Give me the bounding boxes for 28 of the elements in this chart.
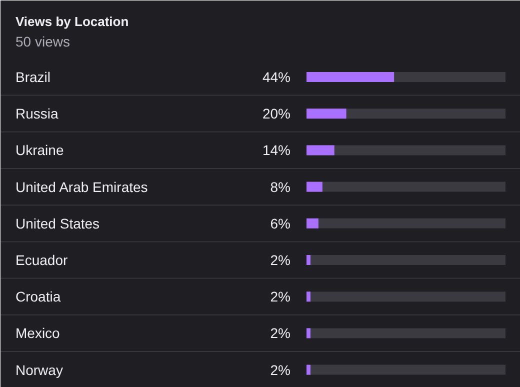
y-tick-label: Mexico <box>16 325 60 342</box>
bar <box>306 364 310 375</box>
y-tick-label: Brazil <box>16 69 51 85</box>
data-label: 2% <box>270 325 290 342</box>
data-label: 2% <box>270 252 290 268</box>
data-label: 44% <box>262 69 291 85</box>
text: Views by Location <box>16 14 129 29</box>
bar <box>306 218 318 228</box>
bar <box>306 328 310 338</box>
data-label: 20% <box>262 106 291 122</box>
text: 50 views <box>16 34 70 50</box>
data-label: 8% <box>270 178 290 195</box>
data-label: 6% <box>270 215 290 232</box>
y-tick-label: United Arab Emirates <box>16 178 148 195</box>
y-tick-label: United States <box>16 215 100 232</box>
bar <box>306 255 310 265</box>
y-tick-label: Norway <box>16 362 63 378</box>
y-tick-label: Croatia <box>16 288 61 305</box>
data-label: 2% <box>270 288 290 305</box>
y-tick-label: Ecuador <box>16 252 68 268</box>
bar <box>306 292 310 302</box>
y-tick-label: Ukraine <box>16 142 64 158</box>
bar <box>306 145 334 156</box>
y-tick-label: Russia <box>16 106 59 122</box>
bar <box>306 108 346 119</box>
data-label: 14% <box>262 142 291 158</box>
bar <box>306 182 322 192</box>
data-label: 2% <box>270 362 290 378</box>
